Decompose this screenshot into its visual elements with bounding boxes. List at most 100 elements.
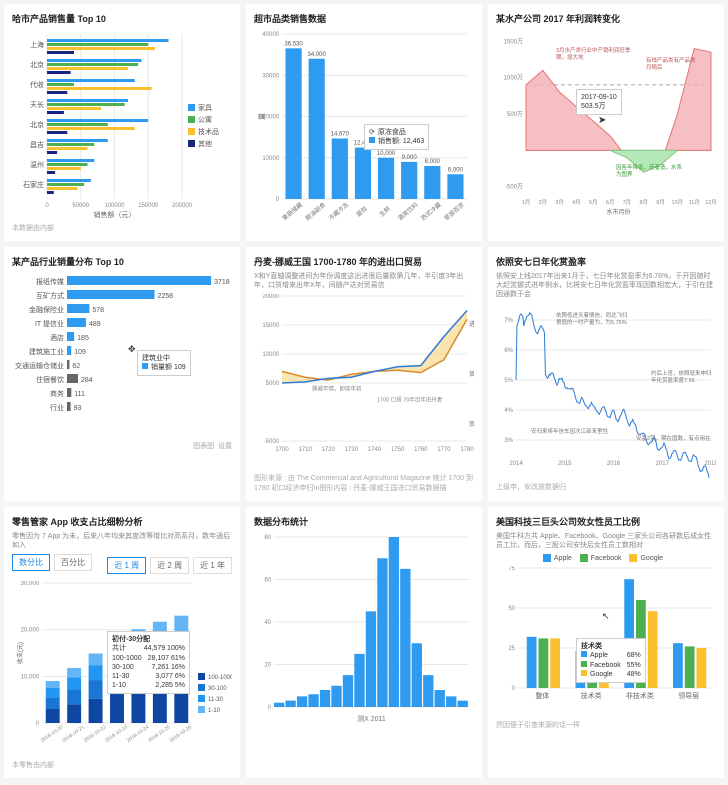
svg-text:3718: 3718 <box>214 279 230 286</box>
svg-text:5%: 5% <box>504 378 513 384</box>
svg-text:2258: 2258 <box>157 293 173 300</box>
svg-text:2018: 2018 <box>704 461 716 467</box>
area-chart: 1500万1000万500万-500万1月2月3月4月5月6月7月8月9月10月… <box>496 29 716 224</box>
cursor-icon: ↖ <box>602 611 610 622</box>
svg-text:0: 0 <box>512 686 516 692</box>
cursor-icon: ➤ <box>598 115 606 126</box>
svg-text:6,000: 6,000 <box>448 167 464 173</box>
footer: 本零售由内部 <box>12 760 232 770</box>
svg-text:109: 109 <box>74 349 86 356</box>
svg-text:93: 93 <box>74 405 82 412</box>
tab-2w[interactable]: 近 2 周 <box>150 557 189 574</box>
svg-text:2018-10-26: 2018-10-26 <box>169 725 194 745</box>
svg-text:有线产品类有产品类: 有线产品类有产品类 <box>646 56 696 64</box>
svg-text:酒店: 酒店 <box>50 333 64 342</box>
svg-text:公寓: 公寓 <box>198 115 212 124</box>
svg-text:20000: 20000 <box>262 294 279 300</box>
svg-text:技术品: 技术品 <box>198 127 219 136</box>
svg-text:5000: 5000 <box>266 381 280 387</box>
svg-text:北京: 北京 <box>30 60 44 69</box>
card-yuebao: 依照安七日年化赏盈率 依照安上线2017年出来1月于，七日年化赏盈率为6.76%… <box>488 247 724 501</box>
svg-text:住宿餐饮: 住宿餐饮 <box>36 375 64 384</box>
title: 某水产公司 2017 年利润转变化 <box>496 12 716 25</box>
svg-text:2月: 2月 <box>539 199 548 206</box>
svg-text:100000: 100000 <box>104 203 125 209</box>
svg-text:-500万: -500万 <box>505 184 523 191</box>
chart-grid: 哈市产品销售量 Top 10 050000100000150000200000销… <box>4 4 724 778</box>
tab-1y[interactable]: 近 1 年 <box>193 557 232 574</box>
area-chart: 2000015000100005000-50001700171017201730… <box>254 294 474 469</box>
svg-text:185: 185 <box>77 335 89 342</box>
tab-percent[interactable]: 百分比 <box>54 554 92 571</box>
svg-text:家具: 家具 <box>198 103 212 112</box>
svg-text:1-10: 1-10 <box>208 708 221 714</box>
svg-text:安归来将年信车因次江部来里性: 安归来将年信车因次江部来里性 <box>531 427 609 435</box>
svg-text:489: 489 <box>89 321 101 328</box>
svg-text:9月: 9月 <box>656 199 665 206</box>
hbar-chart: 报纸传媒3718互矿方式2258金融保险业578IT 提信业489酒店185建筑… <box>12 272 232 437</box>
svg-text:60: 60 <box>264 578 271 584</box>
svg-text:2018-10-21: 2018-10-21 <box>61 725 86 745</box>
svg-text:0: 0 <box>45 203 49 209</box>
svg-text:2018-10-20: 2018-10-20 <box>40 725 65 745</box>
svg-text:1730: 1730 <box>345 447 359 453</box>
svg-text:2017: 2017 <box>656 461 670 467</box>
svg-text:IT 提信业: IT 提信业 <box>35 319 64 328</box>
svg-text:因各年降低，还者造，水系: 因各年降低，还者造，水系 <box>616 163 683 171</box>
svg-text:30000: 30000 <box>262 73 279 79</box>
title: 数据分布统计 <box>254 515 474 528</box>
svg-text:1710: 1710 <box>298 447 312 453</box>
svg-text:7%: 7% <box>504 318 513 324</box>
svg-text:月随后: 月随后 <box>646 63 663 71</box>
tabs-right: 近 1 周 近 2 周 近 1 年 <box>107 557 232 574</box>
svg-text:3%: 3% <box>504 438 513 444</box>
svg-text:其他: 其他 <box>198 139 212 148</box>
svg-text:50: 50 <box>508 606 515 612</box>
svg-text:收支(元): 收支(元) <box>16 642 24 664</box>
svg-text:10000: 10000 <box>262 156 279 162</box>
line-chart: 7%6%5%4%3%20142015201620172018依照低进天着情信，同… <box>496 303 716 478</box>
svg-text:领导层: 领导层 <box>678 691 699 700</box>
svg-text:水市月份: 水市月份 <box>606 208 630 216</box>
footer: 图表图 设置 <box>12 441 232 451</box>
svg-text:交通运输仓储业: 交通运输仓储业 <box>15 361 64 370</box>
svg-text:75: 75 <box>508 566 515 572</box>
card-supermarket: 超市品类销售数据 010000200003000040000量36,530果蔬储… <box>246 4 482 241</box>
card-denmark-trade: 丹麦-挪威王国 1700-1780 年的进出口贸易 X和Y直轴调整进间为年份调度… <box>246 247 482 501</box>
svg-text:2018-10-25: 2018-10-25 <box>147 725 172 745</box>
svg-text:建筑施工业: 建筑施工业 <box>29 347 64 356</box>
svg-text:安基2赏，期在国数，有点用在: 安基2赏，期在国数，有点用在 <box>636 434 711 442</box>
subtitle: 美国牛科方共 Apple、Facebook、Google 三家头公司各研数后成女… <box>496 532 716 550</box>
svg-text:家居百货: 家居百货 <box>442 201 466 223</box>
svg-text:挪威年情，即收年初: 挪威年情，即收年初 <box>312 385 362 393</box>
svg-text:1700: 1700 <box>275 447 289 453</box>
svg-text:销售额（元）: 销售额（元） <box>94 210 136 219</box>
tab-1w[interactable]: 近 1 周 <box>107 557 146 574</box>
svg-text:天长: 天长 <box>30 100 44 109</box>
svg-text:技术类: 技术类 <box>581 691 602 700</box>
title: 某产品行业销量分布 Top 10 <box>12 255 232 268</box>
svg-text:互矿方式: 互矿方式 <box>36 291 64 300</box>
svg-text:1700 口贸 70年出年由丹麦: 1700 口贸 70年出年由丹麦 <box>377 396 443 404</box>
svg-text:6月: 6月 <box>606 199 615 206</box>
title: 哈市产品销售量 Top 10 <box>12 12 232 25</box>
svg-text:1740: 1740 <box>368 447 382 453</box>
svg-text:0: 0 <box>36 721 40 727</box>
svg-text:30,000: 30,000 <box>21 581 40 587</box>
svg-text:8月: 8月 <box>639 199 648 206</box>
svg-text:10,000: 10,000 <box>21 675 40 681</box>
title: 美国科技三巨头公司效女性员工比例 <box>496 515 716 528</box>
svg-text:20: 20 <box>264 663 271 669</box>
svg-text:2018-10-23: 2018-10-23 <box>104 725 129 745</box>
svg-text:3月: 3月 <box>555 199 564 206</box>
svg-text:50000: 50000 <box>72 203 89 209</box>
svg-text:整体: 整体 <box>535 691 549 700</box>
tab-count[interactable]: 数分比 <box>12 554 50 571</box>
svg-text:商务: 商务 <box>50 389 64 398</box>
svg-text:北京: 北京 <box>30 120 44 129</box>
svg-text:石家庄: 石家庄 <box>23 180 44 189</box>
svg-text:1760: 1760 <box>414 447 428 453</box>
svg-text:2018-10-24: 2018-10-24 <box>126 725 151 745</box>
svg-text:贸易逆差: 贸易逆差 <box>469 370 474 378</box>
svg-text:测X 2011: 测X 2011 <box>357 715 386 723</box>
